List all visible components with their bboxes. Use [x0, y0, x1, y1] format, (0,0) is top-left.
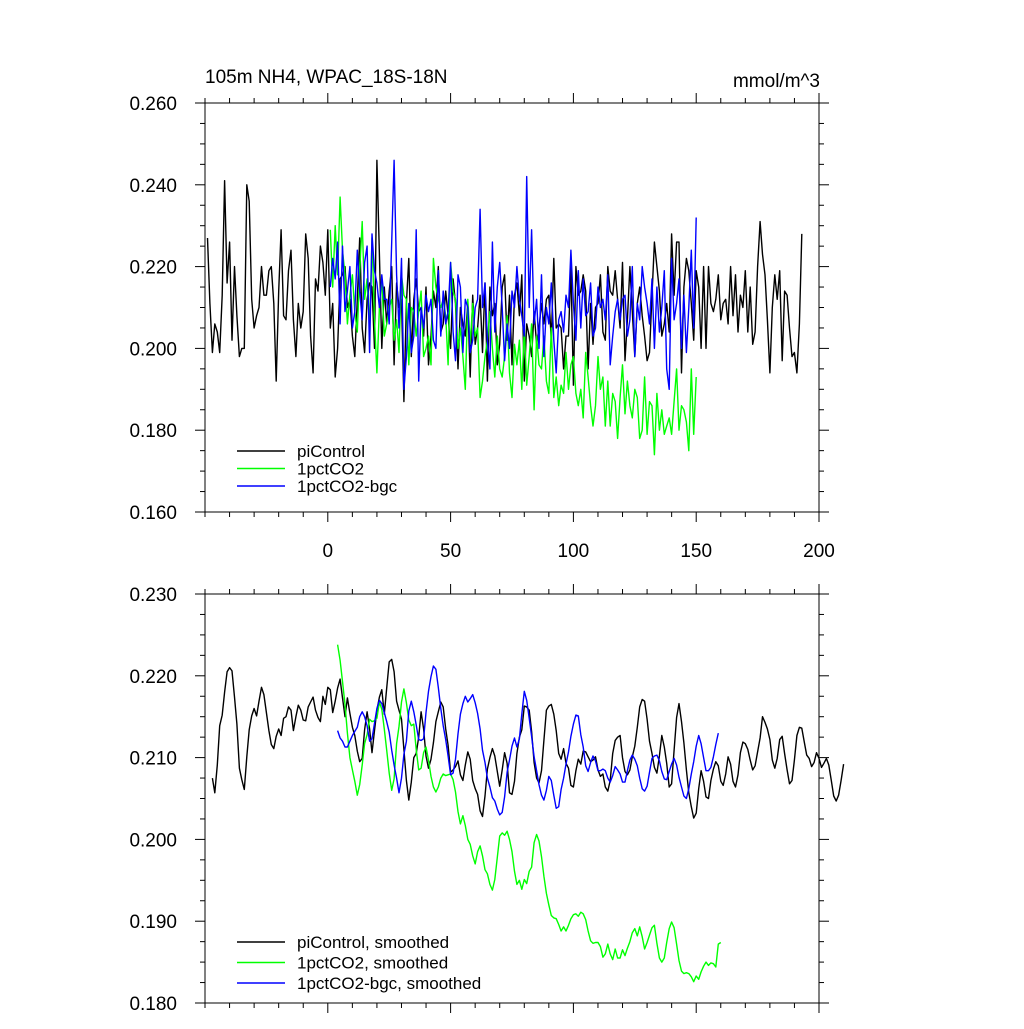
- x-tick-label: 0: [323, 541, 334, 562]
- legend-label: 1pctCO2-bgc, smoothed: [297, 974, 481, 993]
- series-line: [329, 159, 697, 390]
- y-tick-label: 0.180: [129, 994, 177, 1015]
- top-panel-ticks: [195, 93, 829, 522]
- y-tick-label: 0.190: [129, 912, 177, 933]
- top-panel-units: mmol/m^3: [733, 71, 820, 92]
- legend-label: piControl, smoothed: [297, 933, 449, 952]
- y-tick-label: 0.160: [129, 503, 177, 524]
- y-tick-label: 0.260: [129, 94, 177, 115]
- bottom-panel-legend: piControl, smoothed 1pctCO2, smoothed1pct…: [237, 933, 481, 993]
- x-tick-label: 200: [803, 541, 835, 562]
- bottom-panel-tick-labels: 0.180 0.190 0.200 0.210 0.220 0.230: [129, 585, 177, 1015]
- bottom-panel-frame: [204, 593, 820, 1004]
- series-line: [206, 159, 803, 403]
- legend-label: 1pctCO2, smoothed: [297, 954, 448, 973]
- x-tick-label: 150: [680, 541, 712, 562]
- top-panel-tick-labels: 0.160 0.180 0.200 0.220 0.240 0.260 0 50 100 150 2…: [129, 94, 834, 562]
- y-tick-label: 0.220: [129, 667, 177, 688]
- legend-label: piControl: [297, 442, 365, 461]
- legend-label: 1pctCO2-bgc: [297, 477, 398, 496]
- x-tick-label: 100: [558, 541, 590, 562]
- y-tick-label: 0.210: [129, 749, 177, 770]
- bottom-panel: 0.180 0.190 0.200 0.210 0.220 0.230 piControl…: [129, 584, 845, 1015]
- y-tick-label: 0.180: [129, 421, 177, 442]
- x-tick-label: 50: [440, 541, 461, 562]
- y-tick-label: 0.240: [129, 176, 177, 197]
- y-tick-label: 0.200: [129, 830, 177, 851]
- series-line: [336, 665, 719, 816]
- legend-label: 1pctCO2: [297, 460, 364, 479]
- top-panel-frame: [204, 102, 820, 513]
- bottom-panel-series: [211, 644, 845, 983]
- top-panel: 105m NH4, WPAC_18S-18N mmol/m^3 0.1600.1…: [129, 67, 834, 562]
- series-line: [336, 644, 722, 983]
- series-line: [329, 196, 697, 456]
- y-tick-label: 0.200: [129, 339, 177, 360]
- top-panel-series: [206, 159, 803, 456]
- bottom-panel-ticks: [195, 584, 829, 1013]
- y-tick-label: 0.230: [129, 585, 177, 606]
- y-tick-label: 0.220: [129, 258, 177, 279]
- top-panel-title: 105m NH4, WPAC_18S-18N: [205, 67, 448, 88]
